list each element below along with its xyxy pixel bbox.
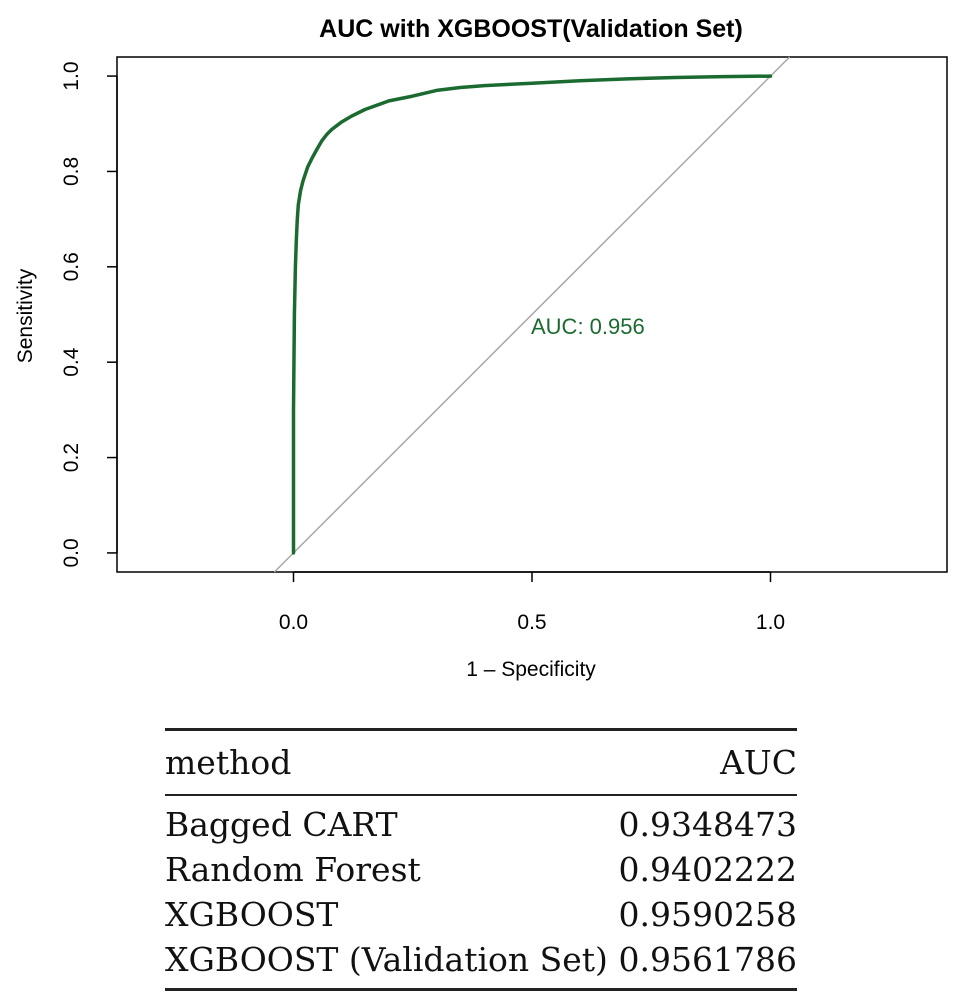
auc-table: method AUC Bagged CART 0.9348473 Random … (165, 728, 797, 991)
y-tick-label: 1.0 (60, 61, 83, 90)
y-tick-label: 0.8 (60, 157, 83, 186)
y-axis-label: Sensitivity (14, 268, 37, 363)
method-cell: XGBOOST (Validation Set) (165, 940, 608, 979)
y-tick-label: 0.6 (60, 252, 83, 281)
x-tick-label: 0.5 (517, 611, 546, 634)
roc-chart: AUC with XGBOOST(Validation Set) 0.0 0.5 1… (14, 15, 948, 681)
auc-cell: 0.9402222 (618, 850, 797, 889)
table-row: Bagged CART 0.9348473 (165, 795, 797, 847)
x-tick-label: 1.0 (756, 611, 785, 634)
y-tick-label: 0.2 (60, 443, 83, 472)
y-tick-label: 0.0 (60, 538, 83, 567)
reference-diagonal-line (273, 56, 791, 573)
roc-curve-line (291, 74, 773, 555)
x-axis-label: 1 – Specificity (466, 658, 596, 681)
table-header-row: method AUC (165, 729, 797, 795)
method-cell: Random Forest (165, 850, 421, 889)
auc-cell: 0.9590258 (618, 895, 797, 934)
table-row: Random Forest 0.9402222 (165, 847, 797, 892)
auc-cell: 0.9561786 (618, 940, 797, 979)
table-row: XGBOOST 0.9590258 (165, 892, 797, 937)
chart-title: AUC with XGBOOST(Validation Set) (319, 15, 743, 43)
x-tick-label: 0.0 (279, 611, 308, 634)
header-method: method (165, 743, 292, 782)
header-auc: AUC (720, 743, 797, 782)
y-tick-label: 0.4 (60, 347, 83, 377)
method-cell: XGBOOST (165, 895, 339, 934)
method-cell: Bagged CART (165, 805, 398, 844)
table-row: XGBOOST (Validation Set) 0.9561786 (165, 937, 797, 990)
auc-annotation: AUC: 0.956 (531, 314, 645, 339)
auc-cell: 0.9348473 (618, 805, 797, 844)
